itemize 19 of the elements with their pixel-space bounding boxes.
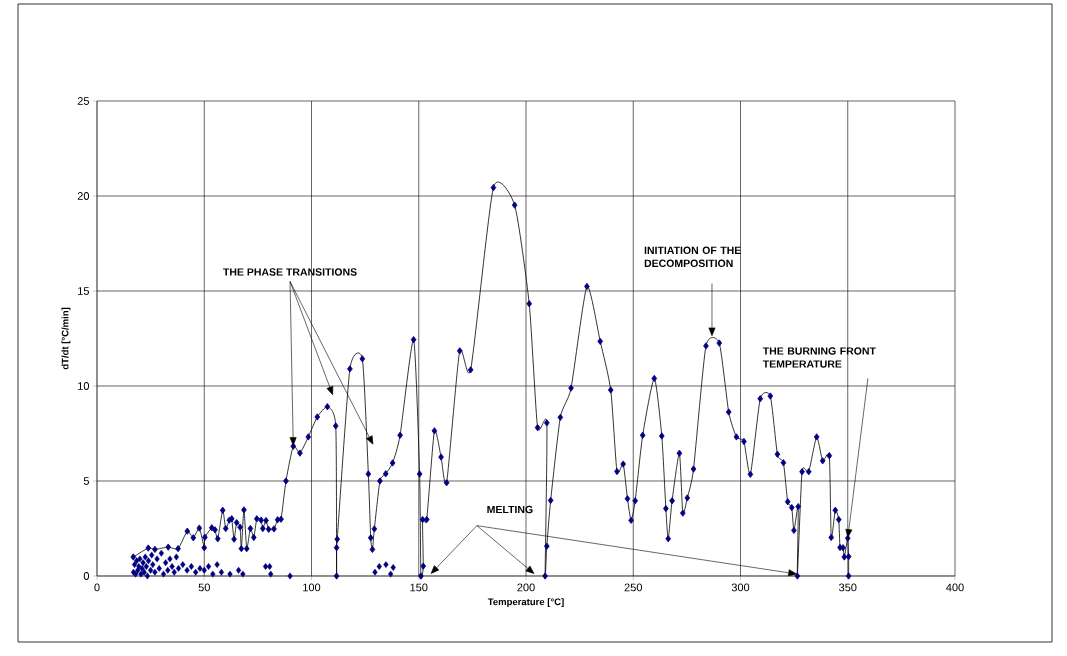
x-tick-label: 0 (94, 583, 100, 592)
annotation: MELTING (487, 505, 533, 514)
y-tick-label: 10 (78, 382, 90, 390)
x-tick-label: 400 (946, 583, 964, 592)
y-axis-title: dT/dt [°C/min] (61, 307, 71, 370)
x-tick-label: 250 (624, 583, 642, 592)
x-tick-label: 350 (839, 583, 857, 592)
x-axis-title: Temperature [°C] (487, 598, 564, 608)
y-tick-label: 25 (77, 97, 89, 105)
x-tick-label: 50 (198, 583, 210, 592)
x-tick-label: 100 (303, 583, 321, 592)
annotation: THE BURNING FRONT TEMPERATURE (762, 347, 876, 368)
x-tick-label: 150 (410, 583, 428, 592)
x-tick-label: 200 (517, 583, 535, 592)
y-tick-label: 15 (78, 287, 89, 295)
y-tick-label: 20 (77, 192, 90, 200)
y-tick-label: 5 (83, 477, 89, 485)
y-tick-label: 0 (83, 572, 90, 580)
x-tick-label: 300 (731, 583, 750, 592)
